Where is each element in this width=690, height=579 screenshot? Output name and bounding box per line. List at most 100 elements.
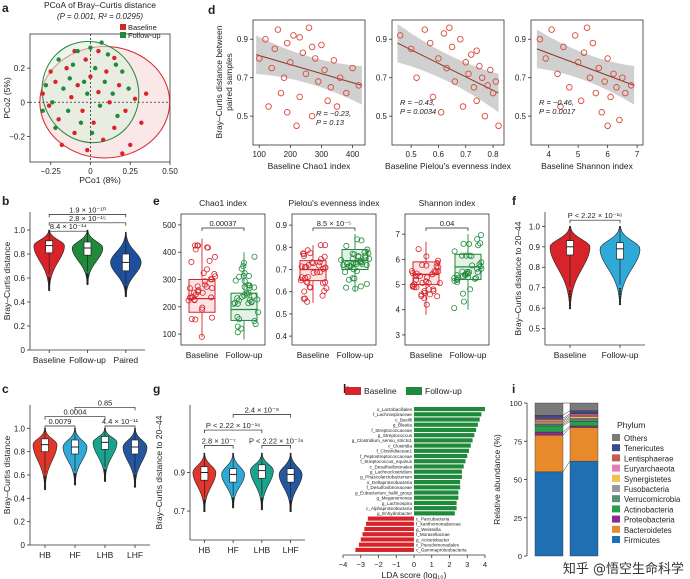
outlier-point (289, 506, 292, 509)
outlier-point (73, 472, 77, 476)
segment-connector (562, 461, 571, 472)
legend-swatch (612, 454, 620, 462)
correlation-stat: P = 0.0034 (400, 107, 436, 116)
box-body (341, 249, 369, 271)
legend-label: Baseline (128, 23, 157, 32)
box-point-baseline (421, 290, 428, 297)
box-body (188, 279, 216, 313)
lda-bar-followup (414, 506, 457, 511)
pcoa-point-baseline (48, 69, 53, 74)
outlier-point (86, 279, 89, 282)
significance-label: 4.4 × 10⁻¹¹ (102, 417, 139, 426)
panel-a: PCoA of Bray–Curtis distance (P = 0.001, … (2, 0, 178, 185)
outlier-point (124, 290, 127, 293)
lda-bar-followup (414, 422, 478, 427)
pcoa-point-followup (53, 125, 58, 131)
scatter-point (470, 84, 478, 91)
scatter-point (451, 78, 459, 85)
box-point-baseline (425, 280, 432, 287)
box-point-follow-up (244, 291, 251, 298)
plot-frame (530, 19, 644, 146)
outlier-point (73, 478, 77, 481)
scatter-subplot-3: R = −0.46,P = 0.0017 0.5 0.7 0.9 4 5 6 7Baselin… (515, 19, 644, 171)
violin-box (200, 466, 209, 481)
box-point-baseline (200, 269, 207, 276)
significance-label: 2.4 × 10⁻⁸ (245, 406, 279, 415)
lda-taxon-label: g_Clostridium_sensu_stricto1 (352, 438, 413, 443)
pcoa-point-baseline (53, 79, 58, 84)
lda-taxon-label: c_Gammaproteobacteria (416, 548, 467, 553)
y-tick-label: 100 (163, 330, 177, 339)
scatter-point (426, 39, 434, 47)
lda-taxon-label: f_Streptococcaceae (371, 428, 412, 433)
lda-bar-baseline (366, 521, 414, 526)
box-point-baseline (186, 285, 193, 292)
box-point-baseline (199, 289, 206, 296)
scatter-point (324, 97, 331, 105)
pcoa-point-followup (75, 48, 80, 54)
scatter-point (607, 93, 614, 101)
scatter-point (283, 109, 291, 116)
scatter-point (293, 122, 300, 130)
legend-swatch (120, 32, 126, 38)
outlier-point (124, 294, 127, 298)
box-point-follow-up (472, 275, 479, 282)
outlier-point (48, 276, 51, 279)
legend-label: Verrucomicrobia (624, 495, 681, 504)
pcoa-point-followup (78, 120, 84, 125)
pcoa-point-followup (65, 108, 71, 114)
pcoa-point-baseline (139, 120, 144, 125)
significance-label: 8.5 × 10⁻⁵ (317, 219, 351, 228)
significance-label: 8.4 × 10⁻¹⁴ (50, 222, 87, 231)
y-tick-label: 0.7 (174, 507, 186, 516)
y-tick-label: 0.7 (515, 74, 527, 83)
box-point-baseline (191, 289, 198, 296)
outlier-point (86, 276, 89, 279)
x-tick-label: Baseline (186, 350, 219, 360)
x-tick-label: Follow-up (602, 350, 639, 360)
box-point-baseline (194, 283, 201, 290)
x-tick-label: −2 (374, 560, 383, 569)
correlation-stat: R = −0.23, (316, 109, 351, 118)
legend-swatch (120, 24, 126, 30)
box-subplot-3: Shannon index 3 4 5 6 7 Baseline Follow-up 0.04 (396, 198, 490, 360)
significance-bracket (44, 416, 106, 420)
panel-letter-e: e (153, 194, 160, 208)
chart-title: PCoA of Bray–Curtis distance (44, 0, 156, 10)
scatter-point (589, 39, 597, 47)
correlation-stat: P = 0.0017 (539, 107, 576, 116)
significance-label: P < 2.22 × 10⁻¹⁶ (206, 421, 260, 430)
box-point-follow-up (466, 240, 473, 247)
outlier-point (289, 499, 292, 503)
box-point-follow-up (342, 269, 349, 276)
panel-e: Chao1 index 100 200 300 400 500 Baseline Follow… (163, 198, 490, 360)
outlier-point (260, 506, 263, 509)
scatter-point (489, 89, 497, 97)
y-tick-label: 50 (514, 476, 522, 485)
box-point-follow-up (234, 300, 241, 307)
legend-label: Follow-up (128, 31, 161, 40)
pcoa-point-followup (67, 76, 72, 81)
outlier-point (86, 274, 89, 277)
scatter-point (305, 24, 313, 31)
box-point-follow-up (236, 273, 243, 280)
scatter-point (465, 70, 472, 78)
scatter-point (308, 112, 316, 120)
scatter-point (592, 89, 600, 97)
legend-label: Baseline (364, 386, 397, 396)
y-axis-label-line2: paired samples (224, 53, 234, 111)
lda-bar-followup (414, 500, 457, 506)
significance-bracket (48, 222, 127, 226)
box-point-baseline (418, 293, 425, 300)
violin-box (101, 436, 109, 450)
outlier-point (86, 282, 89, 286)
panel-d: R = −0.23,P = 0.13 0.5 0.7 0.9 100 200 300 400 B… (214, 19, 644, 171)
box-point-follow-up (352, 259, 359, 266)
scatter-point (296, 34, 303, 41)
pcoa-point-baseline (116, 83, 122, 88)
scatter-point (560, 43, 567, 51)
lda-bar-followup (414, 474, 462, 479)
scatter-point (484, 82, 491, 89)
x-tick-label: 1 (430, 560, 434, 569)
y-tick-label: 0.6 (14, 274, 26, 283)
